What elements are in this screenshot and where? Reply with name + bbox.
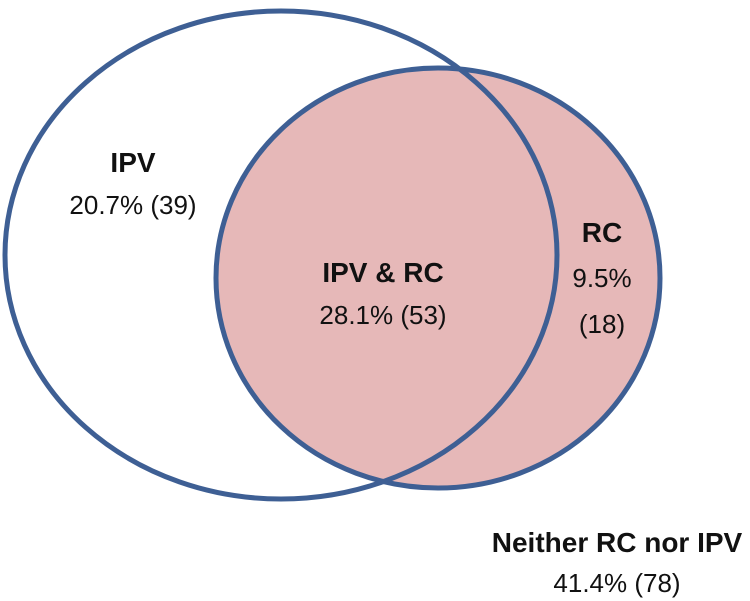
ipv-title: IPV [110, 147, 155, 178]
rc-circle [213, 65, 663, 491]
rc-value-line2: (18) [579, 309, 625, 339]
overlap-value: 28.1% (53) [319, 300, 446, 330]
rc-title: RC [582, 217, 622, 248]
ipv-circle [2, 8, 560, 502]
neither-value: 41.4% (78) [553, 568, 680, 598]
overlap-title: IPV & RC [322, 257, 443, 288]
neither-title: Neither RC nor IPV [492, 527, 743, 558]
ipv-value: 20.7% (39) [69, 190, 196, 220]
rc-value-line1: 9.5% [572, 263, 631, 293]
